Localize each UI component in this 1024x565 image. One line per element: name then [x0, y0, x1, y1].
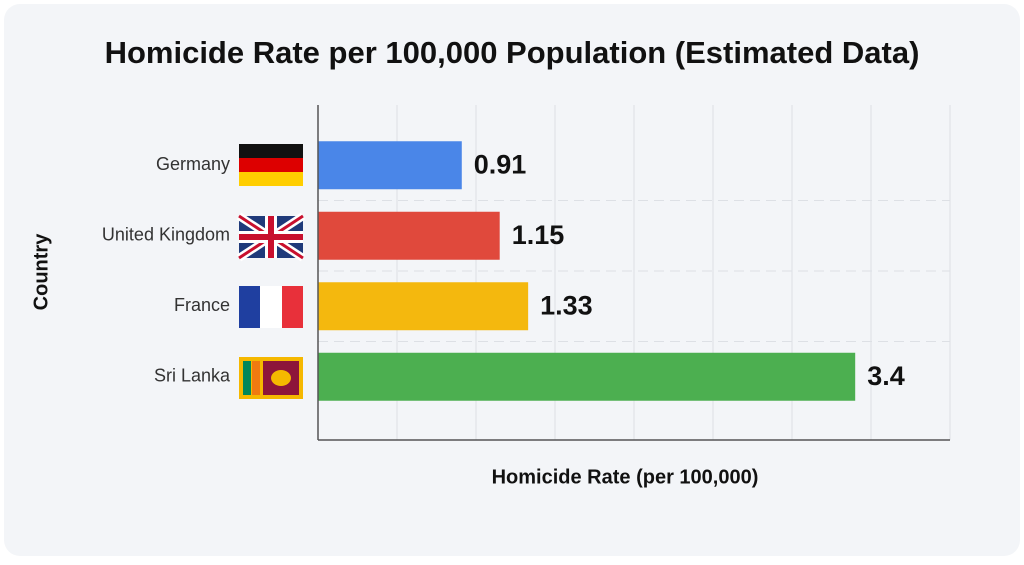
flag-uk — [236, 212, 306, 262]
value-label: 3.4 — [867, 361, 905, 391]
y-tick-label: Germany — [156, 154, 230, 174]
bar — [318, 211, 500, 260]
chart-title: Homicide Rate per 100,000 Population (Es… — [105, 35, 920, 70]
bar — [318, 282, 529, 331]
y-tick-label: Sri Lanka — [154, 366, 231, 386]
x-axis-title: Homicide Rate (per 100,000) — [492, 466, 759, 488]
flag-germany — [239, 144, 303, 186]
y-tick-label: France — [174, 295, 230, 315]
bar — [318, 141, 462, 190]
value-label: 1.15 — [512, 220, 565, 250]
value-label: 0.91 — [474, 149, 527, 179]
flag-france — [239, 286, 303, 328]
rows: Germany 0.91 United Kingdom 1.15 France 1.33 S… — [102, 141, 950, 401]
bar — [318, 352, 856, 401]
y-tick-label: United Kingdom — [102, 225, 230, 245]
value-label: 1.33 — [540, 290, 593, 320]
card — [4, 4, 1020, 556]
y-axis-title: Country — [30, 233, 52, 311]
flag-sri-lanka — [239, 357, 303, 399]
